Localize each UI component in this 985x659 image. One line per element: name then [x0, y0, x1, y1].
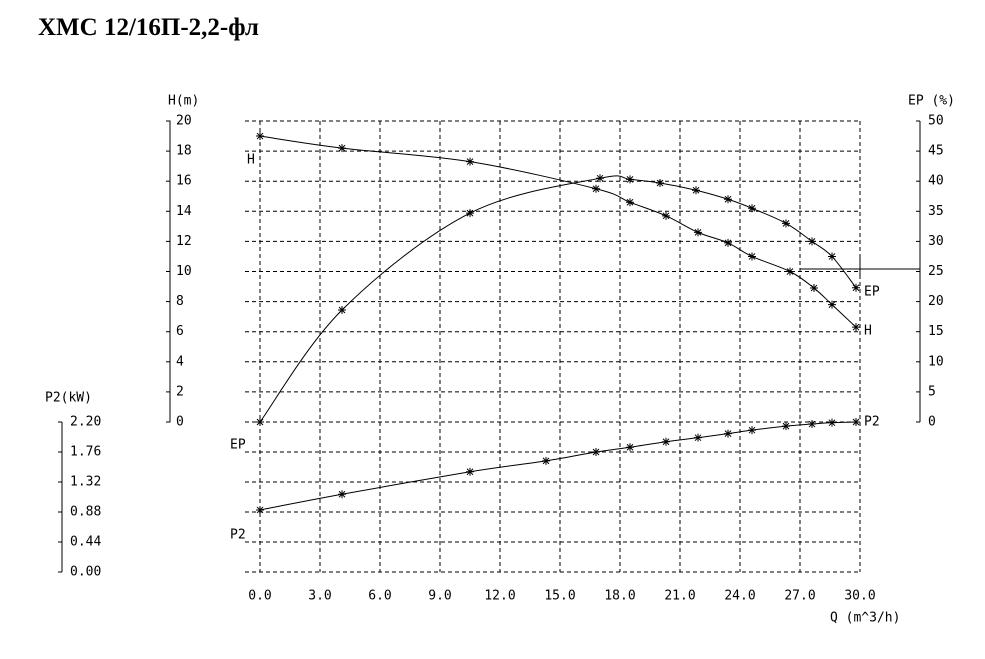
y-tick-label: 12: [176, 234, 192, 249]
y3-tick-label: 1.32: [70, 475, 101, 490]
x-tick-label: 0.0: [248, 589, 271, 604]
y-tick-label: 6: [176, 324, 184, 339]
data-marker: [656, 179, 664, 188]
x-tick-label: 3.0: [308, 589, 331, 604]
data-marker: [810, 284, 818, 293]
y-tick-label: 18: [176, 144, 192, 159]
data-marker: [256, 418, 264, 426]
y2-tick-label: 50: [928, 114, 944, 129]
data-marker: [828, 252, 836, 261]
data-marker: [828, 300, 836, 309]
y2-tick-label: 5: [928, 384, 936, 399]
data-marker: [466, 209, 474, 218]
series-end-label: EP: [864, 284, 880, 299]
data-marker: [852, 418, 860, 426]
data-marker: [808, 237, 816, 246]
y2-tick-label: 30: [928, 234, 944, 249]
y3-tick-label: 2.20: [70, 415, 101, 430]
y-tick-label: 0: [176, 415, 184, 430]
data-marker: [852, 283, 860, 292]
data-marker: [592, 448, 600, 456]
data-marker: [724, 429, 732, 438]
series-line: [259, 135, 857, 328]
y2-tick-label: 0: [928, 415, 936, 430]
data-marker: [596, 174, 604, 183]
y2-axis-title: EP (%): [908, 94, 955, 109]
data-marker: [662, 437, 670, 446]
y2-tick-label: 20: [928, 294, 944, 309]
x-tick-label: 18.0: [604, 589, 635, 604]
data-marker: [466, 467, 474, 476]
y3-tick-label: 0.44: [70, 535, 101, 550]
x-tick-label: 12.0: [484, 589, 515, 604]
x-tick-label: 24.0: [724, 589, 755, 604]
y-tick-label: 14: [176, 204, 192, 219]
data-marker: [724, 195, 732, 204]
x-axis-title: Q (m^3/h): [830, 611, 900, 626]
data-marker: [694, 228, 702, 237]
data-marker: [852, 323, 860, 332]
data-marker: [748, 204, 756, 213]
x-tick-label: 30.0: [844, 589, 875, 604]
series-left-label: P2: [230, 528, 246, 543]
data-marker: [828, 418, 836, 427]
data-marker: [662, 211, 670, 220]
y2-tick-label: 35: [928, 204, 944, 219]
y-tick-label: 16: [176, 174, 192, 189]
data-marker: [542, 456, 550, 465]
y2-tick-label: 10: [928, 354, 944, 369]
data-marker: [626, 443, 634, 452]
y-tick-label: 10: [176, 264, 192, 279]
x-tick-label: 9.0: [428, 589, 451, 604]
data-marker: [692, 186, 700, 195]
series-end-label: H: [864, 324, 872, 339]
y-axis-title: H(m): [168, 94, 199, 109]
y-tick-label: 20: [176, 114, 192, 129]
y3-tick-label: 0.00: [70, 565, 101, 580]
data-marker: [724, 238, 732, 247]
data-marker: [626, 175, 634, 184]
y-tick-label: 4: [176, 354, 184, 369]
x-tick-label: 15.0: [544, 589, 575, 604]
y3-tick-label: 0.88: [70, 505, 101, 520]
series-line: [259, 175, 857, 423]
series-left-label: H: [247, 153, 255, 168]
data-marker: [786, 267, 794, 276]
data-marker: [338, 490, 346, 499]
y3-tick-label: 1.76: [70, 445, 101, 460]
data-marker: [338, 144, 346, 153]
x-tick-label: 27.0: [784, 589, 815, 604]
y3-axis-title: P2(kW): [45, 391, 92, 406]
data-marker: [694, 433, 702, 442]
x-tick-label: 21.0: [664, 589, 695, 604]
data-marker: [782, 422, 790, 431]
y2-tick-label: 25: [928, 264, 944, 279]
data-marker: [748, 426, 756, 435]
data-marker: [782, 219, 790, 228]
y-tick-label: 2: [176, 384, 184, 399]
chart-title: ХМС 12/16П-2,2-фл: [38, 14, 259, 41]
data-marker: [466, 157, 474, 166]
series-left-label: EP: [230, 438, 246, 453]
data-marker: [256, 505, 264, 514]
data-marker: [626, 198, 634, 207]
data-marker: [748, 252, 756, 261]
x-tick-label: 6.0: [368, 589, 391, 604]
data-marker: [256, 132, 264, 141]
y2-tick-label: 40: [928, 174, 944, 189]
y-tick-label: 8: [176, 294, 184, 309]
series-line: [259, 421, 857, 511]
data-marker: [808, 420, 816, 429]
y2-tick-label: 15: [928, 324, 944, 339]
series-end-label: P2: [864, 415, 880, 430]
data-marker: [338, 306, 346, 315]
y2-tick-label: 45: [928, 144, 944, 159]
data-marker: [592, 184, 600, 193]
